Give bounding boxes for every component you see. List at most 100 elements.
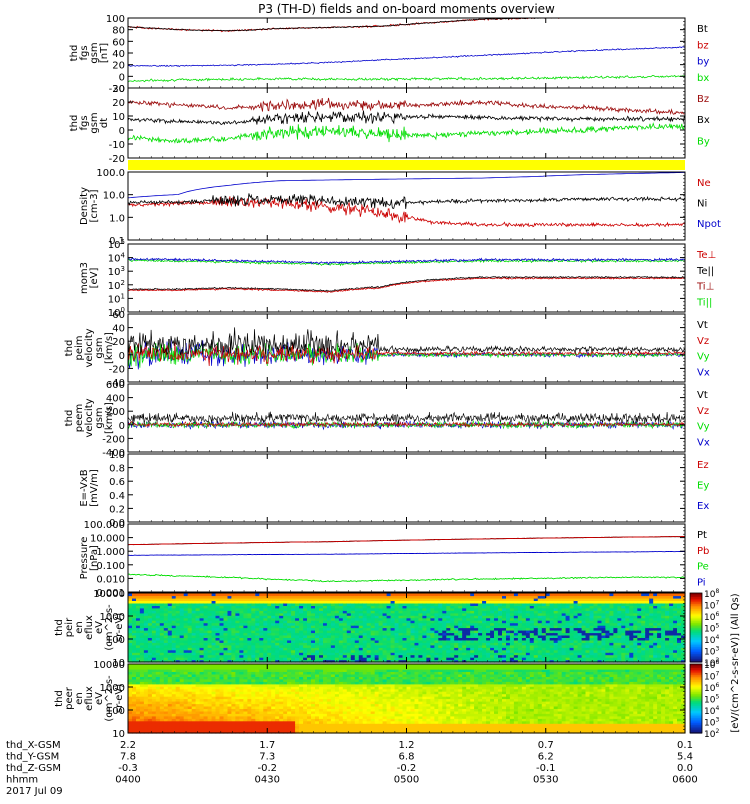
tick-label: 60 [112,310,125,321]
tick-label: 0.100 [96,561,125,572]
legend-label: Npot [697,219,721,230]
legend-label: Bx [697,115,710,126]
tick-label: 0 [119,421,125,432]
tick-label: 40 [112,49,125,60]
series-vt [128,327,685,354]
legend-label: Te⊥ [696,250,716,261]
series-bx [128,75,685,82]
legend-label: Vt [697,390,708,401]
tick-label: -200 [102,434,125,445]
tick-label: 0.4 [109,491,125,502]
tick-label: 10.000 [90,534,125,545]
tick-label: 0.8 [109,464,125,475]
flag-bar [128,160,685,170]
tick-label: 0.010 [96,574,125,585]
tick-label: 600 [106,380,125,391]
tick-label: 10000 [93,589,125,600]
axis-label: [mV/m] [89,469,100,507]
axis-label: [cm-3] [89,189,100,222]
legend-label: Vz [697,406,709,417]
tick-label: 1.0 [109,450,125,461]
panel-peem [128,412,685,430]
tick-label: 30 [112,84,125,95]
axis-label: [nT] [99,43,110,63]
panel-fgs [128,18,685,82]
tick-label: 102 [108,279,125,292]
panel-fgs-frame [128,18,685,88]
tick-label: 104 [108,252,126,265]
tick-label: 100.000 [84,520,125,531]
tick-label: 101 [108,292,125,305]
axis-label: [nPa] [89,545,100,571]
tick-label: 20 [112,98,125,109]
axis-label: [eV] [89,268,100,289]
tick-label: -20 [109,154,125,165]
series-bz [128,98,685,114]
legend-label: Ti|| [696,297,712,308]
tick-label: 100.0 [96,168,125,179]
axis-label: [km/s] [104,332,115,364]
series-bx [128,111,685,125]
axis-label: dt [99,118,110,128]
legend-label: Pi [697,577,706,588]
panel-density [128,173,685,227]
series-te-perp [128,278,685,293]
legend-label: Pe [697,562,709,573]
tick-label: -20 [109,364,125,375]
tick-label: 60 [112,37,125,48]
legend-label: by [697,57,709,68]
legend-label: Bz [697,94,709,105]
legend-label: Vz [697,336,709,347]
legend-label: Te|| [696,266,714,277]
tick-label: 10 [112,112,125,123]
tick-label: 0.6 [109,477,125,488]
legend-label: Vy [697,352,710,363]
tick-label: 0 [119,126,125,137]
panel-pressure [128,537,685,582]
tick-label: 100 [106,14,125,25]
legend-label: Pt [697,530,707,541]
legend-label: Ne [697,178,711,189]
panel-peim [128,327,685,369]
tick-label: 1.0 [109,213,125,224]
panel-density-frame [128,172,685,240]
axis-label: [km/s] [104,402,115,434]
panel-pressure-frame [128,524,685,592]
panel-fgs-dt [128,98,685,143]
legend-label: Vt [697,320,708,331]
legend-label: Ni [697,199,707,210]
legend-label: Ex [697,501,709,512]
series-pi [128,551,685,555]
tick-label: 0 [119,72,125,83]
legend-label: bx [697,73,709,84]
legend-label: bz [697,40,709,51]
legend-label: Ez [697,460,709,471]
panel-efield-frame [128,454,685,522]
tick-label: 105 [108,238,125,251]
panel-temp [128,258,685,292]
tick-label: 0.2 [109,504,125,515]
spectrogram-ions [128,593,686,663]
tick-label: 1.000 [96,547,125,558]
tick-label: 10.0 [103,191,125,202]
spectrogram-electrons [128,664,686,734]
series-by [128,124,685,143]
tick-label: 20 [112,61,125,72]
axis-label: sr-eV) [114,613,125,642]
series-pe [128,574,685,582]
legend-label: Pb [697,546,709,557]
legend-label: By [697,136,710,147]
legend-label: Vx [697,367,710,378]
series-pb [128,537,685,545]
chart-title: P3 (TH-D) fields and on-board moments ov… [258,2,555,16]
tick-label: 0 [119,351,125,362]
series-by [128,47,685,67]
legend-label: Bt [697,24,708,35]
tick-label: 80 [112,26,125,37]
tick-label: -10 [109,140,125,151]
legend-label: Vx [697,437,710,448]
legend-label: Ey [697,481,709,492]
tick-label: 103 [108,265,125,278]
